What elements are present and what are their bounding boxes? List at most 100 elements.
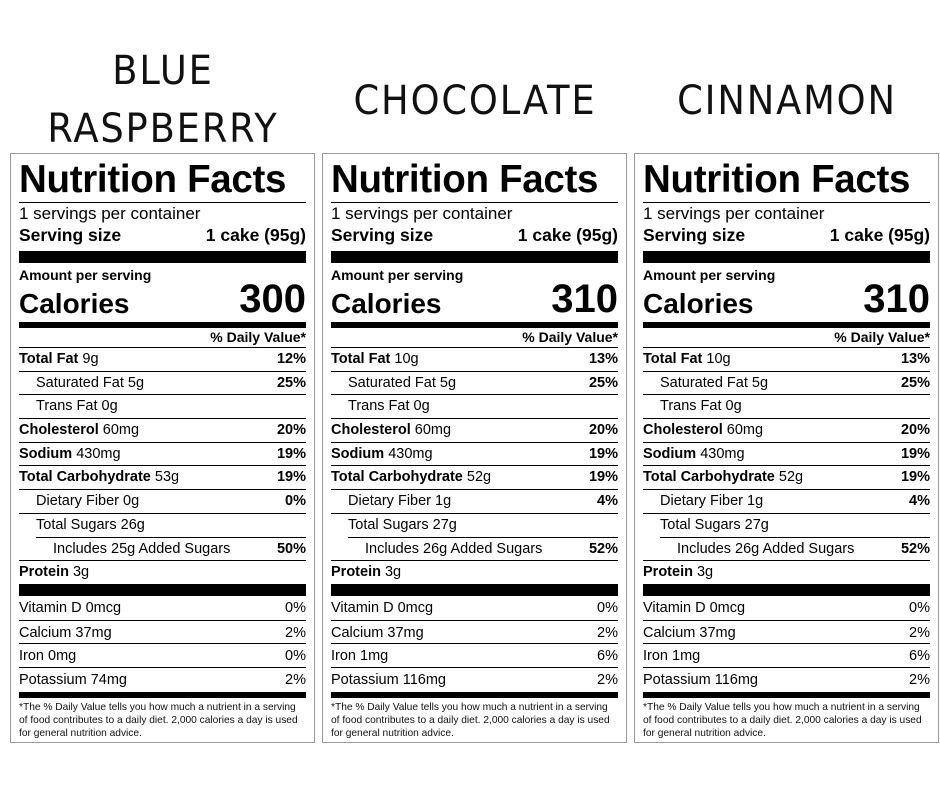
nutrient-label: Cholesterol xyxy=(643,422,723,439)
nutrient-name: Total Fat 10g xyxy=(331,348,419,371)
nutrient-daily-value: 20% xyxy=(276,422,306,439)
servings-per-container: 1 servings per container xyxy=(643,204,825,223)
nutrient-daily-value: 20% xyxy=(588,422,618,439)
servings-per-container: 1 servings per container xyxy=(19,204,201,223)
nutrient-name: Dietary Fiber 1g xyxy=(331,490,451,513)
nutrient-row: Total Sugars 26g xyxy=(19,512,306,537)
medium-divider xyxy=(19,322,306,328)
daily-value-footnote: *The % Daily Value tells you how much a … xyxy=(331,701,610,739)
nutrient-row: Total Carbohydrate 52g 19% xyxy=(643,465,930,489)
vitamin-name: Calcium 37mg xyxy=(331,624,424,641)
vitamin-row: Iron 0mg 0% xyxy=(19,643,306,667)
calories-row: Calories 310 xyxy=(643,279,930,319)
nutrient-daily-value: 19% xyxy=(588,469,618,486)
vitamin-row: Potassium 116mg 2% xyxy=(331,666,618,691)
vitamin-row: Calcium 37mg 2% xyxy=(331,619,618,644)
nutrient-name: Trans Fat 0g xyxy=(643,395,742,418)
nutrition-facts-panel-3: Nutrition Facts 1 servings per container… xyxy=(634,153,939,743)
nutrient-daily-value: 4% xyxy=(909,493,930,510)
nutrient-label: Total Carbohydrate xyxy=(331,469,463,486)
nutrient-row: Dietary Fiber 1g 4% xyxy=(643,489,930,513)
nutrient-label: Cholesterol xyxy=(19,422,99,439)
daily-value-header: % Daily Value* xyxy=(522,329,618,345)
nutrient-name: Protein 3g xyxy=(643,561,713,584)
nutrient-amount: 0g xyxy=(123,493,140,510)
nutrient-row: Total Carbohydrate 52g 19% xyxy=(331,465,618,489)
calories-row: Calories 310 xyxy=(331,279,618,319)
flavor-title-line: RASPBERRY xyxy=(47,106,279,152)
nutrient-amount: 430mg xyxy=(700,445,745,462)
thick-divider xyxy=(643,583,930,596)
nutrient-label: Total Carbohydrate xyxy=(19,469,151,486)
nutrient-name: Dietary Fiber 1g xyxy=(643,490,763,513)
vitamin-row: Iron 1mg 6% xyxy=(331,643,618,667)
nutrient-name: Cholesterol 60mg xyxy=(643,419,763,442)
nutrient-label: Total Fat xyxy=(643,351,703,367)
nutrient-amount: 3g xyxy=(696,564,714,581)
nutrient-name: Total Sugars 27g xyxy=(643,514,769,537)
nutrient-amount: 52g xyxy=(466,469,492,486)
vitamin-daily-value: 0% xyxy=(285,599,306,616)
nutrient-amount: 27g xyxy=(744,516,769,533)
divider xyxy=(643,202,930,203)
serving-size-value: 1 cake (95g) xyxy=(205,225,306,245)
thick-divider xyxy=(643,251,930,263)
nutrient-amount: 1g xyxy=(435,493,452,510)
nutrient-daily-value: 25% xyxy=(276,374,306,391)
nutrition-facts-panel-1: Nutrition Facts 1 servings per container… xyxy=(10,153,315,743)
vitamin-name: Iron 1mg xyxy=(331,648,389,665)
nutrient-amount: 60mg xyxy=(414,422,452,439)
nutrient-label: Trans Fat xyxy=(36,398,98,415)
nutrient-row: Dietary Fiber 0g 0% xyxy=(19,489,306,513)
nutrient-label: Includes 25g Added Sugars xyxy=(53,540,231,557)
nutrient-row: Sodium 430mg 19% xyxy=(19,441,306,466)
calories-value: 310 xyxy=(863,277,930,321)
nutrient-amount: 10g xyxy=(394,351,419,367)
nutrient-name: Trans Fat 0g xyxy=(331,395,430,418)
medium-divider xyxy=(331,691,618,698)
nutrient-name: Saturated Fat 5g xyxy=(19,372,144,395)
nutrient-daily-value: 4% xyxy=(597,493,618,510)
daily-value-footnote: *The % Daily Value tells you how much a … xyxy=(19,701,298,739)
nutrient-name: Sodium 430mg xyxy=(331,443,433,466)
vitamin-row: Calcium 37mg 2% xyxy=(19,619,306,644)
flavor-title-blue-raspberry: BLUE RASPBERRY xyxy=(22,42,304,158)
daily-value-header: % Daily Value* xyxy=(834,329,930,345)
vitamin-list: Vitamin D 0mcg 0% Calcium 37mg 2% Iron 1mg 6%… xyxy=(331,596,618,691)
nutrient-daily-value: 25% xyxy=(588,374,618,391)
nutrient-daily-value: 19% xyxy=(588,445,618,462)
nutrient-name: Sodium 430mg xyxy=(643,443,745,466)
nutrient-name: Protein 3g xyxy=(331,561,401,584)
calories-row: Calories 300 xyxy=(19,279,306,319)
nutrient-row: Total Sugars 27g xyxy=(643,512,930,537)
vitamin-list: Vitamin D 0mcg 0% Calcium 37mg 2% Iron 1mg 6%… xyxy=(643,596,930,691)
vitamin-name: Calcium 37mg xyxy=(643,624,736,641)
nutrient-daily-value: 19% xyxy=(900,469,930,486)
nutrient-list: Total Fat 10g 13% Saturated Fat 5g 25% Trans… xyxy=(643,347,930,584)
vitamin-name: Iron 1mg xyxy=(643,648,701,665)
nutrient-label: Total Carbohydrate xyxy=(643,469,775,486)
nutrient-name: Protein 3g xyxy=(19,561,89,584)
nutrient-label: Total Fat xyxy=(19,351,79,367)
calories-label: Calories xyxy=(331,288,442,319)
nutrient-label: Dietary Fiber xyxy=(660,493,743,510)
nutrient-label: Protein xyxy=(331,564,381,581)
nutrient-amount: 430mg xyxy=(76,445,121,462)
vitamin-daily-value: 2% xyxy=(597,671,618,688)
nutrient-amount: 3g xyxy=(72,564,90,581)
nutrient-row: Saturated Fat 5g 25% xyxy=(643,370,930,395)
vitamin-name: Potassium 116mg xyxy=(331,671,446,688)
nutrient-daily-value: 19% xyxy=(276,469,306,486)
nutrient-name: Trans Fat 0g xyxy=(19,395,118,418)
nutrient-name: Total Carbohydrate 53g xyxy=(19,466,179,489)
nutrient-row: Trans Fat 0g xyxy=(331,394,618,418)
vitamin-daily-value: 0% xyxy=(285,648,306,665)
nutrient-daily-value: 25% xyxy=(900,374,930,391)
nutrient-row: Total Carbohydrate 53g 19% xyxy=(19,465,306,489)
nutrient-label: Trans Fat xyxy=(660,398,722,415)
nutrient-label: Includes 26g Added Sugars xyxy=(365,540,543,557)
thick-divider xyxy=(331,583,618,596)
serving-size-label: Serving size xyxy=(643,225,746,245)
vitamin-row: Vitamin D 0mcg 0% xyxy=(643,596,930,620)
vitamin-daily-value: 2% xyxy=(909,671,930,688)
